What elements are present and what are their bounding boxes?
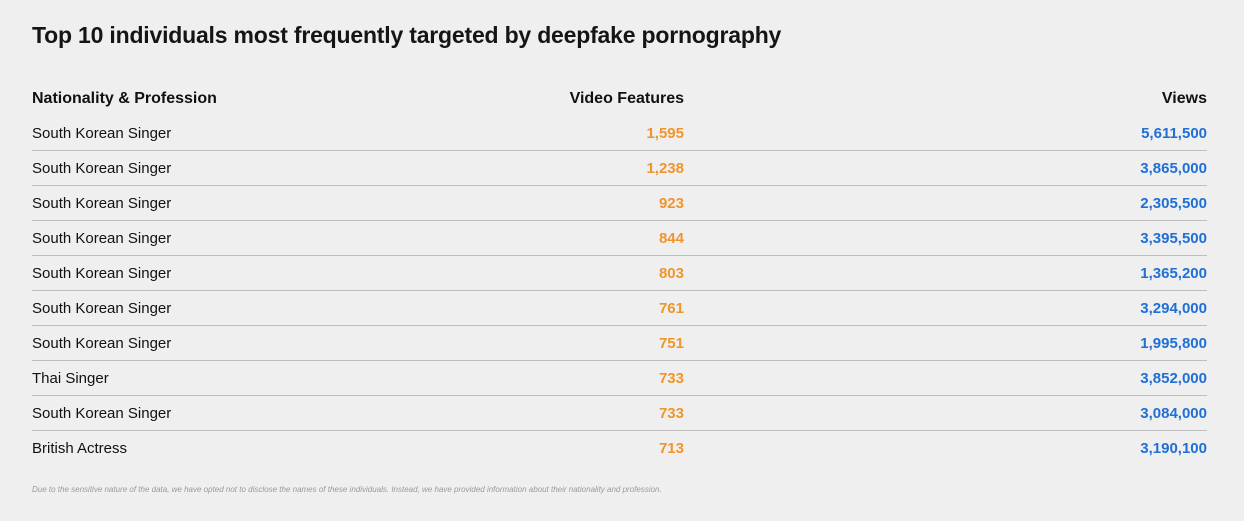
table-row: Thai Singer 733 3,852,000 [32, 361, 1207, 396]
table-row: South Korean Singer 733 3,084,000 [32, 396, 1207, 431]
cell-nationality: South Korean Singer [32, 299, 172, 317]
table-header-row: Nationality & Profession Video Features … [32, 82, 1207, 116]
cell-video-features: 733 [658, 369, 684, 387]
table-row: South Korean Singer 923 2,305,500 [32, 186, 1207, 221]
cell-video-features: 761 [658, 299, 684, 317]
cell-views: 3,865,000 [1140, 159, 1207, 177]
cell-views: 3,190,100 [1140, 439, 1207, 457]
table-row: South Korean Singer 761 3,294,000 [32, 291, 1207, 326]
column-header-views: Views [1161, 90, 1207, 107]
chart-title: Top 10 individuals most frequently targe… [32, 22, 782, 48]
cell-video-features: 1,595 [646, 124, 684, 142]
column-header-nationality: Nationality & Profession [32, 90, 217, 107]
cell-views: 2,305,500 [1140, 194, 1207, 212]
cell-nationality: South Korean Singer [32, 194, 172, 212]
cell-views: 1,995,800 [1140, 334, 1207, 352]
cell-video-features: 803 [658, 264, 684, 282]
cell-nationality: South Korean Singer [32, 229, 172, 247]
data-table: Nationality & Profession Video Features … [32, 82, 1207, 465]
cell-views: 5,611,500 [1141, 124, 1207, 142]
cell-views: 3,294,000 [1140, 299, 1207, 317]
table-row: South Korean Singer 803 1,365,200 [32, 256, 1207, 291]
cell-nationality: South Korean Singer [32, 404, 172, 422]
cell-video-features: 733 [658, 404, 684, 422]
table-row: British Actress 713 3,190,100 [32, 431, 1207, 466]
cell-nationality: British Actress [32, 439, 128, 457]
cell-video-features: 844 [658, 229, 684, 247]
cell-nationality: South Korean Singer [32, 159, 172, 177]
cell-views: 3,852,000 [1140, 369, 1207, 387]
cell-video-features: 751 [658, 334, 684, 352]
cell-nationality: South Korean Singer [32, 124, 172, 142]
cell-views: 3,084,000 [1140, 404, 1207, 422]
cell-nationality: South Korean Singer [32, 264, 172, 282]
table-row: South Korean Singer 1,238 3,865,000 [32, 151, 1207, 186]
table-row: South Korean Singer 1,595 5,611,500 [32, 116, 1207, 151]
cell-views: 1,365,200 [1140, 264, 1207, 282]
footnote: Due to the sensitive nature of the data,… [32, 485, 662, 494]
table-row: South Korean Singer 751 1,995,800 [32, 326, 1207, 361]
table-row: South Korean Singer 844 3,395,500 [32, 221, 1207, 256]
cell-video-features: 713 [658, 439, 684, 457]
cell-video-features: 1,238 [646, 159, 684, 177]
cell-nationality: South Korean Singer [32, 334, 172, 352]
cell-nationality: Thai Singer [32, 369, 109, 387]
cell-video-features: 923 [658, 194, 684, 212]
column-header-video-features: Video Features [569, 90, 684, 107]
cell-views: 3,395,500 [1140, 229, 1207, 247]
